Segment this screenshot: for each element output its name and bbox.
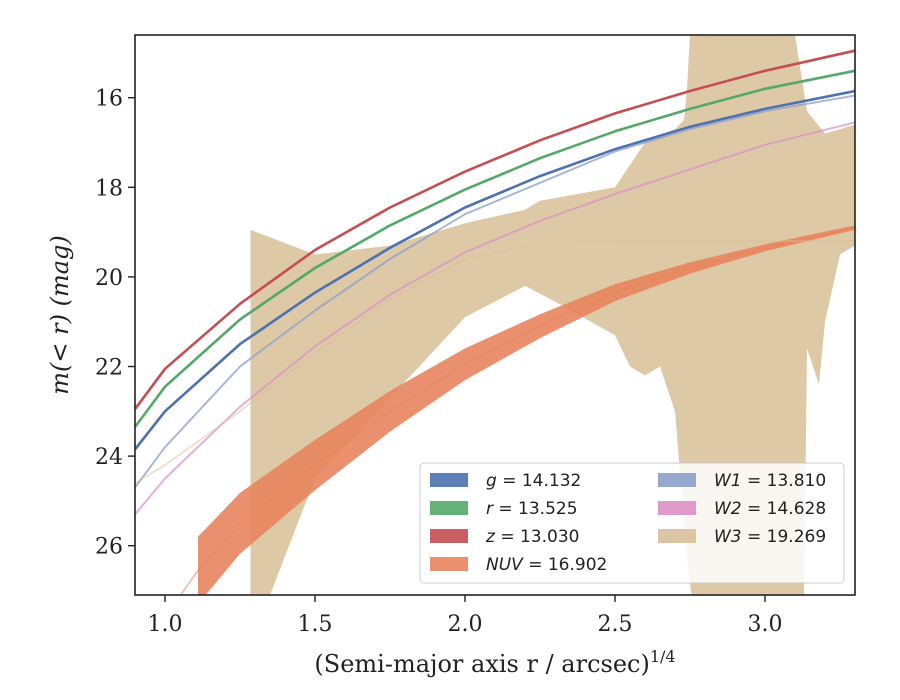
y-axis-label: m(< r) (mag) (46, 235, 74, 394)
series-bands (198, 35, 855, 595)
y-axis: 16 18 20 22 24 26 (95, 87, 135, 560)
x-tick-label: 2.5 (598, 612, 633, 637)
y-tick-label: 24 (95, 445, 123, 470)
y-tick-label: 20 (95, 266, 123, 291)
series-band-w3 (250, 35, 855, 595)
legend-entry-label: W3 = 19.269 (714, 527, 826, 547)
legend: g = 14.132 r = 13.525 z = 13.030 NUV = 16.9… (419, 462, 845, 584)
y-tick-label: 18 (95, 176, 123, 201)
legend-entry-label: z = 13.030 (485, 527, 579, 547)
x-axis-label-text: (Semi-major axis r / arcsec) (314, 650, 649, 678)
series-line-nuv (179, 226, 855, 595)
legend-entry-swatch (658, 501, 696, 515)
x-tick-label: 3.0 (748, 612, 783, 637)
legend-entry-swatch (430, 529, 468, 543)
y-tick-label: 22 (95, 356, 123, 381)
legend-entry-swatch (430, 473, 468, 487)
series-line-r (135, 69, 855, 428)
legend-entry-label: NUV = 16.902 (486, 555, 607, 575)
series-line-w2 (135, 121, 855, 516)
x-tick-label: 1.0 (148, 612, 183, 637)
legend-entry-label: W1 = 13.810 (714, 471, 826, 491)
legend-entry-label: g = 14.132 (486, 471, 581, 491)
legend-entry-swatch (430, 501, 468, 515)
y-tick-label: 16 (95, 87, 123, 112)
legend-entry-swatch (658, 529, 696, 543)
legend-entry-label: W2 = 14.628 (714, 499, 826, 519)
x-tick-label: 2.0 (448, 612, 483, 637)
series-line-w1 (135, 94, 855, 489)
legend-entry-label: r = 13.525 (486, 499, 578, 519)
series-line-z (135, 49, 855, 410)
series-line-g (135, 89, 855, 451)
y-tick-label: 26 (95, 535, 123, 560)
x-axis: 1.0 1.5 2.0 2.5 3.0 (148, 595, 783, 637)
plot-frame (134, 34, 856, 596)
legend-entry-swatch (658, 473, 696, 487)
x-axis-label: (Semi-major axis r / arcsec)1/4 (314, 647, 675, 678)
legend-frame (419, 462, 845, 584)
series-line-w3 (135, 240, 855, 484)
x-axis-label-exponent: 1/4 (650, 647, 676, 666)
legend-entry-swatch (430, 557, 468, 571)
series-lines (135, 49, 855, 595)
x-tick-label: 1.5 (298, 612, 333, 637)
